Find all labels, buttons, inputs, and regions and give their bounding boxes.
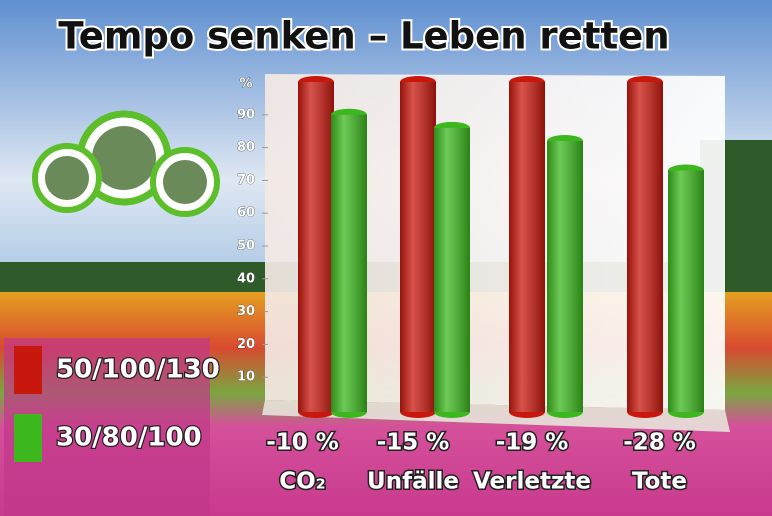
legend-swatch	[14, 346, 42, 394]
bar-shading	[434, 127, 470, 413]
x-tick-label: Verletzte	[473, 469, 591, 495]
legend-label: 50/100/130	[56, 355, 220, 385]
y-tick-label: 80	[237, 140, 255, 155]
category-note: -15 %	[377, 430, 450, 456]
x-tick-label: CO₂	[279, 469, 326, 495]
y-tick-label: 90	[237, 107, 255, 122]
category-note: -10 %	[266, 430, 339, 456]
bar-shading	[547, 141, 583, 413]
y-tick-label: 30	[237, 304, 255, 319]
category-note: -19 %	[496, 430, 569, 456]
x-tick-label: Unfälle	[367, 469, 459, 495]
bar-shading	[627, 82, 663, 412]
y-tick-label: 10	[237, 370, 255, 385]
y-tick-label: 50	[237, 239, 255, 254]
legend-label: 30/80/100	[56, 423, 202, 453]
bar-shading	[668, 170, 704, 412]
y-tick-label: 70	[237, 173, 255, 188]
category-note: -28 %	[623, 430, 696, 456]
bar-shading	[298, 82, 334, 412]
y-tick-label: 20	[237, 337, 255, 352]
plot-floor	[262, 400, 730, 432]
x-tick-label: Tote	[632, 469, 687, 495]
plot-back-wall	[265, 74, 725, 410]
y-axis-label: %	[239, 77, 252, 92]
bar-shading	[509, 82, 545, 412]
family-icons	[32, 110, 220, 217]
y-tick-label: 60	[237, 206, 255, 221]
chart-title: Tempo senken – Leben retten	[58, 15, 669, 58]
legend-swatch	[14, 414, 42, 462]
bar-shading	[400, 82, 436, 412]
bar-shading	[331, 114, 367, 413]
y-tick-label: 40	[237, 271, 255, 286]
